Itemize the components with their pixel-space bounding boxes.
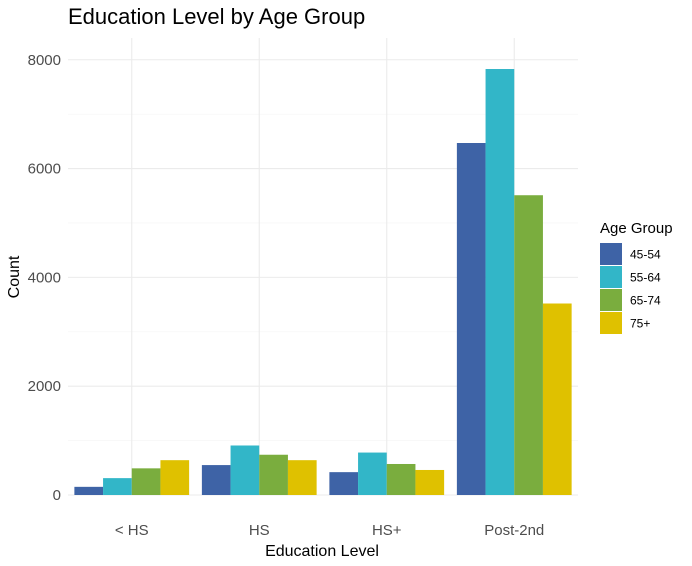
legend-swatch [600, 243, 622, 265]
legend-swatch [600, 289, 622, 311]
bar-55-64-1 [103, 478, 132, 495]
bar-55-64-4 [485, 69, 515, 495]
legend-title: Age Group [600, 220, 673, 237]
y-tick-label: 0 [53, 487, 61, 504]
legend-label: 75+ [630, 317, 650, 331]
bar-55-64-2 [230, 445, 260, 495]
y-tick-label: 2000 [28, 378, 61, 395]
y-tick-label: 8000 [28, 52, 61, 69]
legend: Age Group 45-54 55-64 65-74 75+ [600, 220, 673, 334]
bar-55-64-3 [358, 452, 387, 495]
x-tick-label: HS [249, 522, 270, 539]
bar-65-74-3 [386, 463, 416, 495]
legend-swatch [600, 312, 622, 334]
bar-65-74-4 [514, 195, 543, 496]
legend-label: 45-54 [630, 248, 661, 262]
x-axis-title: Education Level [265, 543, 379, 560]
x-tick-label: HS+ [372, 522, 402, 539]
y-axis-ticks: 0 2000 4000 6000 8000 [28, 52, 61, 504]
bar-75--4 [542, 303, 572, 495]
x-tick-label: Post-2nd [484, 522, 544, 539]
bars-layer [74, 69, 572, 496]
bar-65-74-2 [259, 454, 288, 495]
y-axis-title: Count [6, 255, 23, 298]
legend-swatch [600, 266, 622, 288]
bar-65-74-1 [131, 468, 161, 495]
bar-75--1 [160, 460, 190, 495]
bar-75--3 [415, 469, 445, 495]
bar-75--2 [287, 460, 317, 495]
legend-label: 55-64 [630, 271, 661, 285]
legend-label: 65-74 [630, 294, 661, 308]
x-tick-label: < HS [115, 522, 149, 539]
y-tick-label: 4000 [28, 269, 61, 286]
bar-45-54-4 [456, 143, 486, 495]
bar-45-54-1 [74, 486, 104, 495]
bar-45-54-3 [329, 472, 359, 495]
bar-45-54-2 [201, 465, 231, 495]
x-axis-ticks: < HS HS HS+ Post-2nd [115, 522, 544, 539]
chart-title: Education Level by Age Group [68, 4, 365, 29]
y-tick-label: 6000 [28, 161, 61, 178]
